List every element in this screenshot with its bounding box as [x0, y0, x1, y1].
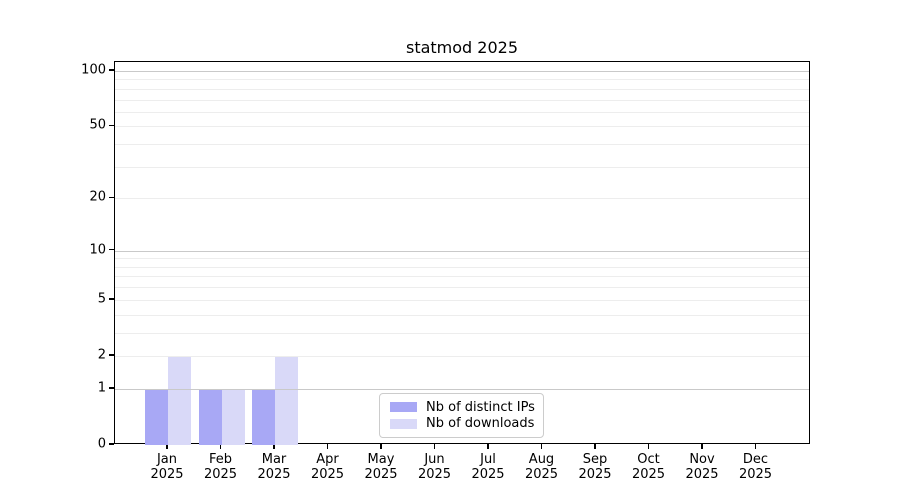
bar-distinct-ips-feb — [198, 388, 222, 445]
bar-downloads-feb — [221, 388, 245, 445]
y-tick-label: 50 — [89, 117, 106, 133]
x-tick — [487, 444, 489, 449]
y-tick — [109, 196, 114, 199]
x-tick — [540, 444, 543, 449]
x-tick — [754, 444, 757, 449]
chart-title: statmod 2025 — [405, 38, 519, 57]
x-tick-label: Apr 2025 — [310, 452, 345, 482]
y-tick-label: 0 — [97, 436, 106, 452]
x-tick-label: Feb 2025 — [203, 452, 238, 482]
x-tick — [647, 444, 650, 449]
x-tick — [219, 444, 222, 449]
x-tick-label: Nov 2025 — [685, 452, 719, 482]
y-tick — [109, 69, 114, 71]
x-tick-label: Jan 2025 — [150, 452, 184, 482]
y-tick — [109, 248, 114, 251]
x-tick-label: May 2025 — [364, 452, 398, 482]
legend-item-downloads: Nb of downloads — [390, 416, 535, 433]
x-tick-label: Oct 2025 — [631, 452, 666, 482]
legend: Nb of distinct IPs Nb of downloads — [379, 393, 544, 438]
x-tick — [701, 444, 703, 449]
x-tick — [380, 444, 382, 449]
bar-distinct-ips-jan — [145, 388, 168, 445]
legend-swatch-distinct-ips — [390, 402, 417, 413]
y-tick-label: 1 — [97, 380, 106, 396]
bar-downloads-jan — [168, 355, 191, 445]
y-tick-label: 100 — [81, 62, 106, 78]
x-tick-label: Dec 2025 — [738, 452, 773, 482]
plot-area: Nb of distinct IPs Nb of downloads — [114, 61, 810, 445]
x-tick — [326, 444, 329, 449]
legend-item-distinct-ips: Nb of distinct IPs — [390, 399, 535, 416]
y-tick — [109, 124, 114, 127]
y-tick — [109, 354, 114, 356]
x-tick-label: Jun 2025 — [417, 452, 452, 482]
y-tick — [109, 387, 114, 389]
bar-downloads-mar — [275, 355, 298, 445]
y-tick-label: 5 — [97, 291, 106, 307]
y-tick-label: 2 — [97, 347, 106, 363]
legend-label-distinct-ips: Nb of distinct IPs — [426, 399, 535, 415]
x-tick — [166, 444, 168, 449]
legend-label-downloads: Nb of downloads — [426, 416, 535, 432]
x-tick — [594, 444, 596, 449]
bar-distinct-ips-mar — [252, 388, 275, 445]
x-tick-label: Sep 2025 — [578, 452, 612, 482]
y-tick-label: 20 — [89, 189, 106, 205]
y-tick — [109, 298, 114, 300]
x-tick-label: Jul 2025 — [471, 452, 505, 482]
x-tick — [433, 444, 436, 449]
x-tick — [273, 444, 275, 449]
bars-layer — [115, 62, 809, 445]
x-tick-label: Aug 2025 — [524, 452, 559, 482]
y-tick — [109, 443, 114, 445]
y-tick-label: 10 — [89, 242, 106, 258]
x-tick-label: Mar 2025 — [257, 452, 291, 482]
legend-swatch-downloads — [390, 418, 417, 429]
